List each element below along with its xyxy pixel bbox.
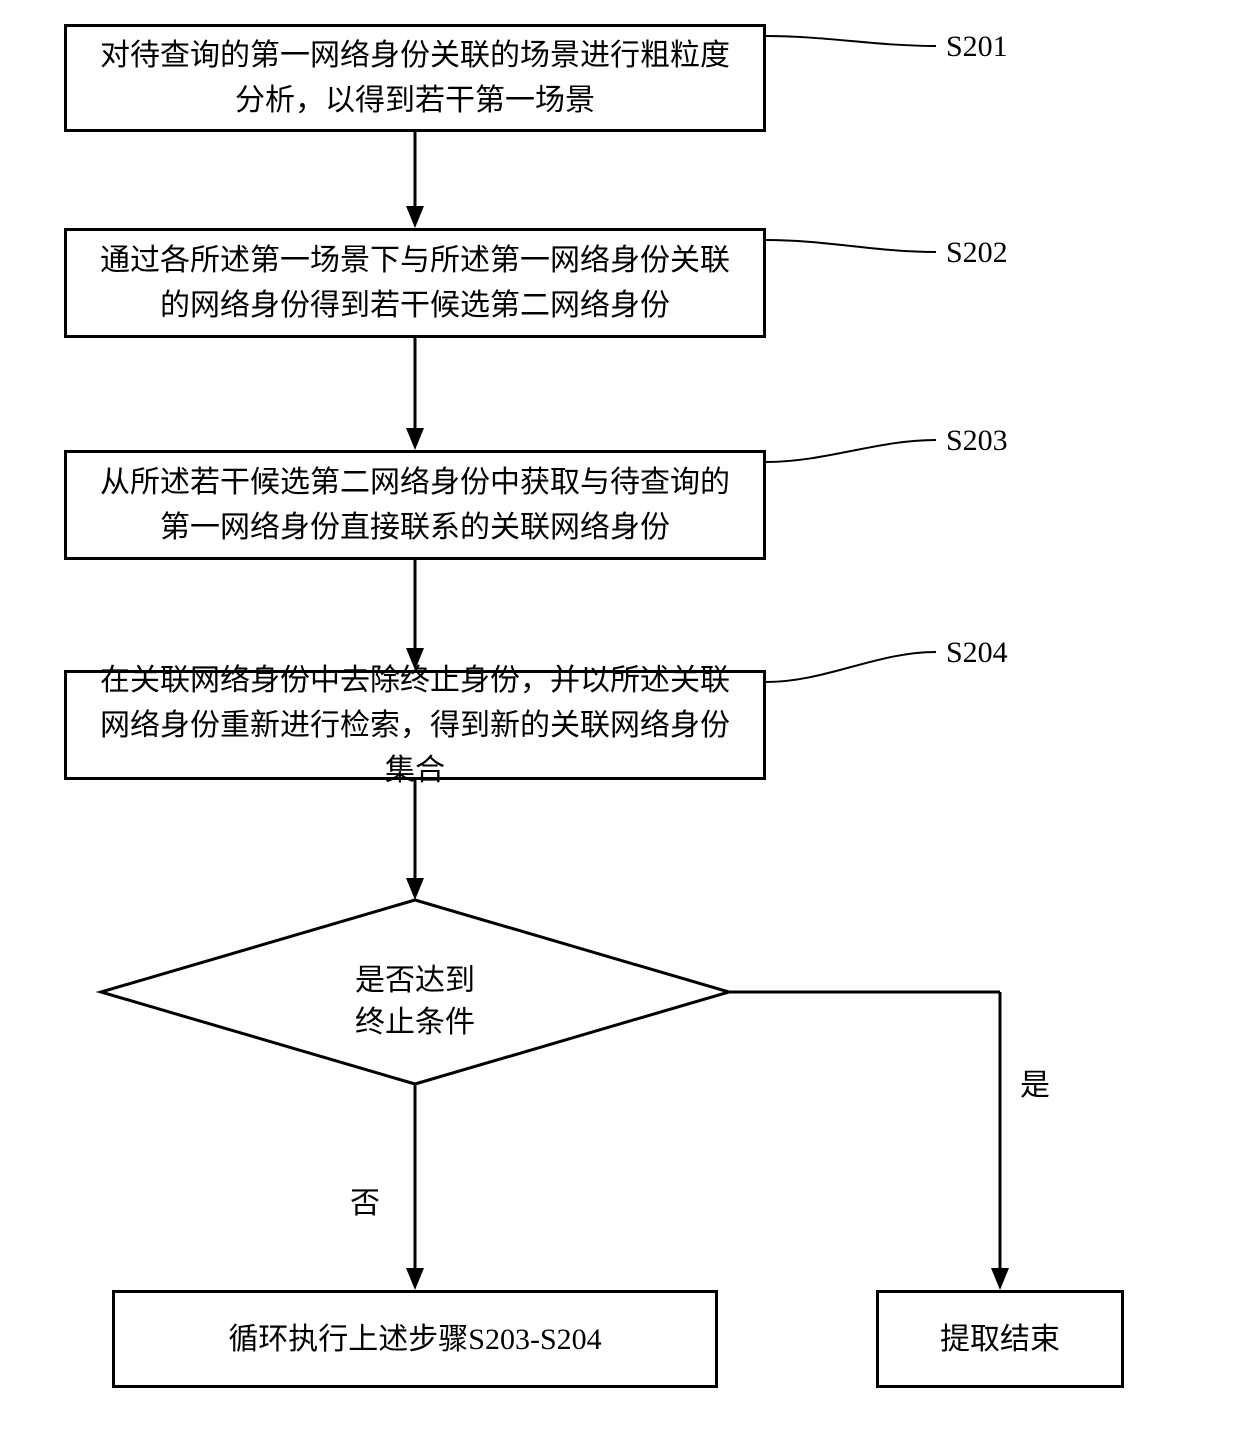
- loop-text: 循环执行上述步骤S203-S204: [228, 1317, 601, 1362]
- step-box-s203: 从所述若干候选第二网络身份中获取与待查询的第一网络身份直接联系的关联网络身份: [64, 450, 766, 560]
- decision-text: 是否达到 终止条件: [315, 960, 515, 1044]
- step-box-s202: 通过各所述第一场景下与所述第一网络身份关联的网络身份得到若干候选第二网络身份: [64, 228, 766, 338]
- branch-label-yes: 是: [1020, 1060, 1050, 1104]
- step-text: 通过各所述第一场景下与所述第一网络身份关联的网络身份得到若干候选第二网络身份: [87, 238, 743, 328]
- step-text: 对待查询的第一网络身份关联的场景进行粗粒度分析，以得到若干第一场景: [87, 33, 743, 123]
- decision-line1: 是否达到: [355, 964, 475, 997]
- step-label-s203: S203: [946, 424, 1008, 458]
- step-label-s201: S201: [946, 30, 1008, 64]
- step-box-s201: 对待查询的第一网络身份关联的场景进行粗粒度分析，以得到若干第一场景: [64, 24, 766, 132]
- end-text: 提取结束: [940, 1317, 1060, 1362]
- step-label-s202: S202: [946, 236, 1008, 270]
- decision-line2: 终止条件: [355, 1006, 475, 1039]
- step-text: 从所述若干候选第二网络身份中获取与待查询的第一网络身份直接联系的关联网络身份: [87, 460, 743, 550]
- step-text: 在关联网络身份中去除终止身份，并以所述关联网络身份重新进行检索，得到新的关联网络…: [87, 658, 743, 793]
- end-box: 提取结束: [876, 1290, 1124, 1388]
- branch-label-no: 否: [350, 1178, 380, 1222]
- loop-box: 循环执行上述步骤S203-S204: [112, 1290, 718, 1388]
- step-label-s204: S204: [946, 636, 1008, 670]
- step-box-s204: 在关联网络身份中去除终止身份，并以所述关联网络身份重新进行检索，得到新的关联网络…: [64, 670, 766, 780]
- flowchart-canvas: 对待查询的第一网络身份关联的场景进行粗粒度分析，以得到若干第一场景 通过各所述第…: [0, 0, 1240, 1429]
